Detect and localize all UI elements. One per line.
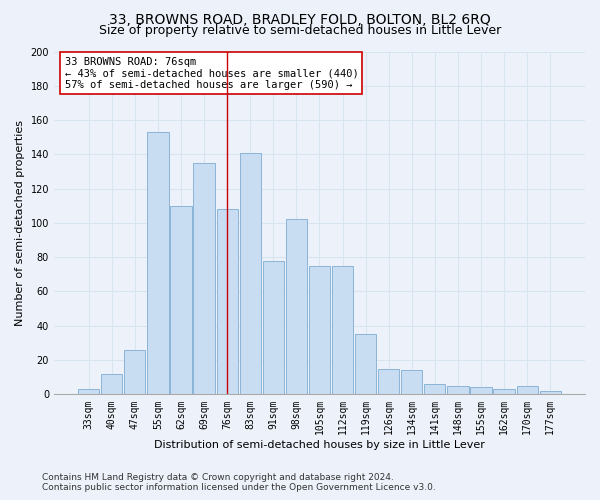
Bar: [493, 389, 515, 394]
Bar: [332, 266, 353, 394]
Bar: [263, 260, 284, 394]
Bar: [448, 386, 469, 394]
Bar: [101, 374, 122, 394]
Bar: [309, 266, 330, 394]
Bar: [539, 391, 561, 394]
Bar: [170, 206, 191, 394]
Bar: [193, 163, 215, 394]
Bar: [401, 370, 422, 394]
Text: 33, BROWNS ROAD, BRADLEY FOLD, BOLTON, BL2 6RQ: 33, BROWNS ROAD, BRADLEY FOLD, BOLTON, B…: [109, 12, 491, 26]
Bar: [124, 350, 145, 395]
Bar: [286, 220, 307, 394]
Text: Size of property relative to semi-detached houses in Little Lever: Size of property relative to semi-detach…: [99, 24, 501, 37]
Bar: [217, 209, 238, 394]
Bar: [78, 389, 99, 394]
Y-axis label: Number of semi-detached properties: Number of semi-detached properties: [15, 120, 25, 326]
Bar: [147, 132, 169, 394]
Bar: [470, 388, 491, 394]
Bar: [355, 334, 376, 394]
Bar: [239, 152, 261, 394]
Bar: [378, 368, 400, 394]
X-axis label: Distribution of semi-detached houses by size in Little Lever: Distribution of semi-detached houses by …: [154, 440, 485, 450]
Bar: [517, 386, 538, 394]
Bar: [424, 384, 445, 394]
Text: Contains HM Land Registry data © Crown copyright and database right 2024.
Contai: Contains HM Land Registry data © Crown c…: [42, 473, 436, 492]
Text: 33 BROWNS ROAD: 76sqm
← 43% of semi-detached houses are smaller (440)
57% of sem: 33 BROWNS ROAD: 76sqm ← 43% of semi-deta…: [65, 56, 358, 90]
